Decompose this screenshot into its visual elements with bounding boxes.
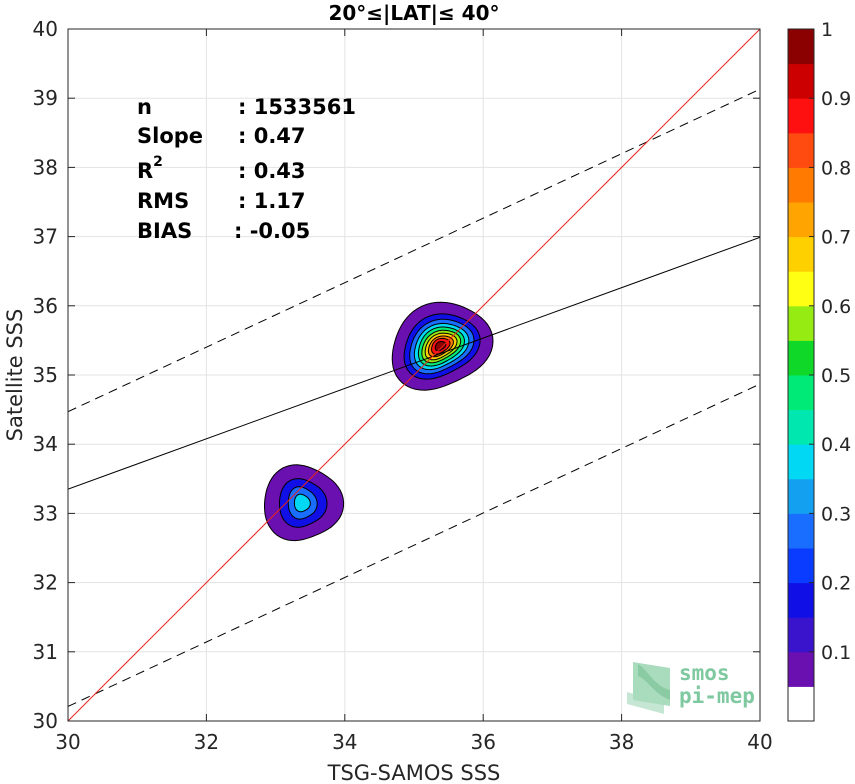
y-tick-label: 32: [33, 571, 58, 595]
colorbar-tick-label: 0.3: [821, 503, 851, 525]
lower-bound-dashed-line: [68, 383, 760, 707]
colorbar: [788, 29, 814, 722]
colorbar-tick-label: 0.2: [821, 573, 851, 595]
colorbar-band: [788, 202, 814, 238]
colorbar-band: [788, 409, 814, 445]
y-tick-label: 40: [33, 17, 58, 41]
colorbar-band: [788, 444, 814, 480]
y-tick-label: 36: [33, 294, 58, 318]
colorbar-band: [788, 617, 814, 653]
colorbar-tick-label: 0.4: [821, 434, 851, 456]
y-tick-label: 39: [33, 86, 58, 110]
x-tick-label: 32: [194, 730, 219, 754]
colorbar-tick-label: 0.9: [821, 88, 851, 110]
stat-rms-value: : 1.17: [238, 189, 306, 213]
y-axis-label: Satellite SSS: [3, 309, 27, 442]
stats-block: n : 1533561 Slope : 0.47 R2 : 0.43 RMS :…: [137, 95, 356, 243]
reference-lines: [68, 29, 760, 721]
y-tick-label: 30: [33, 709, 58, 733]
smos-pi-mep-logo: smos pi-mep: [627, 661, 755, 714]
stat-slope-label: Slope: [137, 124, 203, 148]
colorbar-band: [788, 167, 814, 203]
colorbar-tick-label: 0.8: [821, 157, 851, 179]
contour-level: [434, 341, 447, 352]
regression-line: [68, 236, 760, 490]
x-tick-label: 30: [55, 730, 80, 754]
colorbar-band: [788, 63, 814, 99]
y-tick-label: 38: [33, 155, 58, 179]
colorbar-band: [788, 98, 814, 134]
identity-line: [68, 29, 760, 721]
colorbar-band: [788, 132, 814, 168]
colorbar-band: [788, 513, 814, 549]
y-tick-label: 31: [33, 640, 58, 664]
y-tick-label: 34: [33, 432, 58, 456]
colorbar-ticks: 0.1 0.2 0.3 0.4 0.5 0.6 0.7 0.8 0.9 1: [809, 19, 851, 664]
logo-line1: smos: [679, 661, 730, 685]
colorbar-band: [788, 686, 814, 722]
colorbar-band: [788, 236, 814, 272]
x-tick-label: 38: [609, 730, 634, 754]
stat-n-value: : 1533561: [238, 95, 356, 119]
stat-bias-label: BIAS: [137, 219, 192, 243]
chart-title: 20°≤|LAT|≤ 40°: [328, 1, 499, 25]
colorbar-band: [788, 582, 814, 618]
colorbar-tick-label: 0.7: [821, 227, 851, 249]
stat-bias-value: : -0.05: [234, 219, 310, 243]
x-tick-label: 34: [332, 730, 357, 754]
contour-level: [293, 493, 311, 513]
colorbar-tick-label: 0.5: [821, 365, 851, 387]
colorbar-band: [788, 651, 814, 687]
y-tick-label: 33: [33, 501, 58, 525]
x-tick-labels: 30 32 34 36 38 40: [55, 730, 772, 754]
x-axis-label: TSG-SAMOS SSS: [327, 761, 501, 784]
stat-slope-value: : 0.47: [238, 124, 306, 148]
colorbar-tick-label: 1: [821, 19, 833, 41]
y-tick-labels: 30 31 32 33 34 35 36 37 38 39 40: [33, 17, 58, 733]
upper-bound-dashed-line: [68, 88, 760, 413]
stat-rms-label: RMS: [137, 189, 189, 213]
y-tick-label: 35: [33, 363, 58, 387]
colorbar-band: [788, 478, 814, 514]
grid: [67, 28, 761, 722]
x-tick-label: 36: [470, 730, 495, 754]
x-tick-label: 40: [747, 730, 772, 754]
stat-r2-value: : 0.43: [238, 159, 306, 183]
colorbar-band: [788, 305, 814, 341]
colorbar-band: [788, 271, 814, 307]
y-tick-label: 37: [33, 225, 58, 249]
colorbar-band: [788, 548, 814, 584]
stat-n-label: n: [137, 95, 152, 119]
colorbar-band: [788, 375, 814, 411]
colorbar-tick-label: 0.6: [821, 296, 851, 318]
colorbar-band: [788, 340, 814, 376]
colorbar-band: [788, 29, 814, 65]
axis-ticks: [67, 28, 761, 722]
stat-r2-label: R2: [137, 154, 163, 183]
colorbar-tick-label: 0.1: [821, 642, 851, 664]
logo-line2: pi-mep: [679, 684, 755, 708]
